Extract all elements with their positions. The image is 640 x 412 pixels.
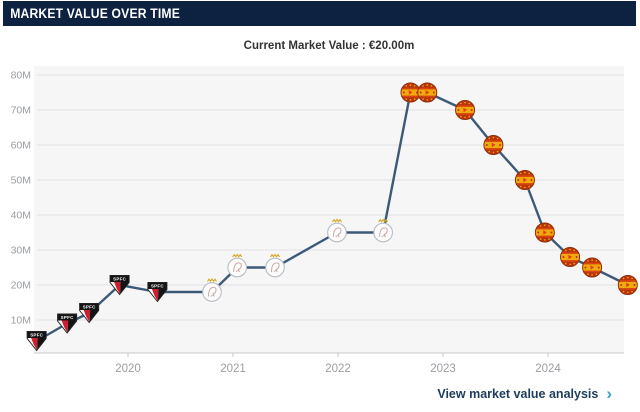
manchester-united-icon[interactable] (483, 135, 504, 155)
y-axis-label: 40M (11, 210, 31, 222)
chevron-right-icon: › (606, 384, 612, 403)
x-axis-label: 2024 (535, 363, 561, 375)
sao-paulo-fc-icon[interactable]: SPFC (109, 275, 130, 296)
svg-text:SPFC: SPFC (113, 276, 126, 281)
widget-header: MARKET VALUE OVER TIME (3, 1, 636, 26)
y-axis-label: 60M (11, 140, 31, 152)
svg-text:SPFC: SPFC (30, 332, 43, 337)
sao-paulo-fc-icon[interactable]: SPFC (57, 313, 78, 334)
x-axis-label: 2020 (115, 363, 141, 375)
manchester-united-icon[interactable] (617, 275, 638, 295)
manchester-united-icon[interactable] (455, 100, 476, 120)
y-axis-label: 50M (11, 175, 31, 187)
y-axis-label: 70M (11, 105, 31, 117)
view-analysis-link[interactable]: View market value analysis › (437, 384, 612, 403)
sao-paulo-fc-icon[interactable]: SPFC (79, 303, 100, 324)
current-market-value-label: Current Market Value : €20.00m (243, 40, 415, 52)
ajax-icon[interactable] (327, 218, 347, 243)
manchester-united-icon[interactable] (582, 257, 603, 278)
x-axis-label: 2021 (220, 363, 246, 375)
view-analysis-label: View market value analysis (437, 387, 599, 401)
ajax-icon[interactable] (202, 278, 222, 302)
svg-text:SPFC: SPFC (151, 283, 164, 288)
sao-paulo-fc-icon[interactable]: SPFC (26, 331, 47, 352)
ajax-icon[interactable] (227, 253, 248, 278)
svg-text:SPFC: SPFC (61, 315, 74, 320)
manchester-united-icon[interactable] (514, 170, 535, 190)
y-axis-label: 10M (11, 315, 31, 327)
ajax-icon[interactable] (265, 253, 285, 278)
sao-paulo-fc-icon[interactable]: SPFC (147, 282, 168, 303)
manchester-united-icon[interactable] (560, 247, 581, 267)
svg-text:SPFC: SPFC (83, 304, 96, 309)
x-axis-label: 2023 (430, 363, 456, 375)
plot-area (34, 66, 624, 353)
y-axis-label: 30M (11, 245, 31, 257)
y-axis-label: 20M (11, 280, 31, 292)
manchester-united-icon[interactable] (400, 82, 421, 103)
ajax-icon[interactable] (373, 218, 393, 243)
manchester-united-icon[interactable] (417, 82, 438, 103)
y-axis-label: 80M (11, 70, 31, 82)
manchester-united-icon[interactable] (534, 222, 555, 243)
widget-title: MARKET VALUE OVER TIME (10, 6, 180, 21)
x-axis-label: 2022 (325, 363, 351, 375)
